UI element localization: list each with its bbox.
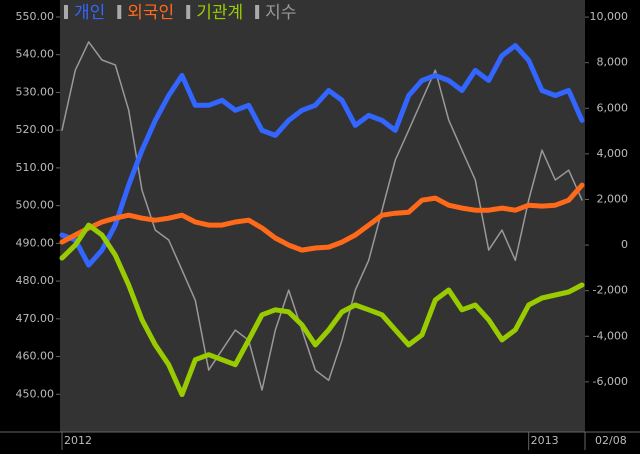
x-tick-label: 02/08 (595, 434, 627, 447)
series-line (61, 41, 583, 391)
y2-tick-label: -6,000 (593, 375, 628, 388)
y-tick-label: 530.00 (16, 85, 55, 98)
x-tick-label: 2012 (64, 434, 92, 447)
legend-label: 지수 (265, 3, 296, 23)
y-tick-label: 500.00 (16, 199, 55, 212)
y2-tick-label: 10,000 (590, 10, 629, 23)
y2-tick-label: -4,000 (593, 329, 628, 342)
y2-tick-label: -2,000 (593, 284, 628, 297)
legend-marker (255, 5, 260, 19)
legend: 개인 외국인 기관계 지수 (64, 3, 296, 23)
legend-marker (64, 5, 68, 19)
y-tick-label: 480.00 (16, 274, 55, 287)
plot-area (60, 0, 585, 432)
y-tick-label: 550.00 (16, 10, 55, 23)
y2-tick-label: 8,000 (597, 56, 629, 69)
y2-tick-label: 2,000 (597, 192, 629, 205)
x-tick-label: 2013 (531, 434, 559, 447)
legend-label: 외국인 (127, 3, 174, 23)
legend-label: 개인 (74, 3, 105, 23)
y2-tick-label: 4,000 (597, 147, 629, 160)
y-tick-label: 490.00 (16, 236, 55, 249)
series-line (59, 222, 585, 398)
y-tick-label: 520.00 (16, 123, 55, 136)
y-tick-label: 450.00 (16, 387, 55, 400)
legend-marker (117, 5, 122, 19)
y2-tick-label: 6,000 (597, 101, 629, 114)
y-tick-label: 460.00 (16, 350, 55, 363)
y-tick-label: 540.00 (16, 48, 55, 61)
y-tick-label: 470.00 (16, 312, 55, 325)
series-line (59, 43, 585, 268)
legend-marker (186, 5, 191, 19)
y2-tick-label: 0 (621, 238, 628, 251)
legend-label: 기관계 (196, 3, 243, 23)
y-tick-label: 510.00 (16, 161, 55, 174)
series-line (59, 182, 585, 253)
